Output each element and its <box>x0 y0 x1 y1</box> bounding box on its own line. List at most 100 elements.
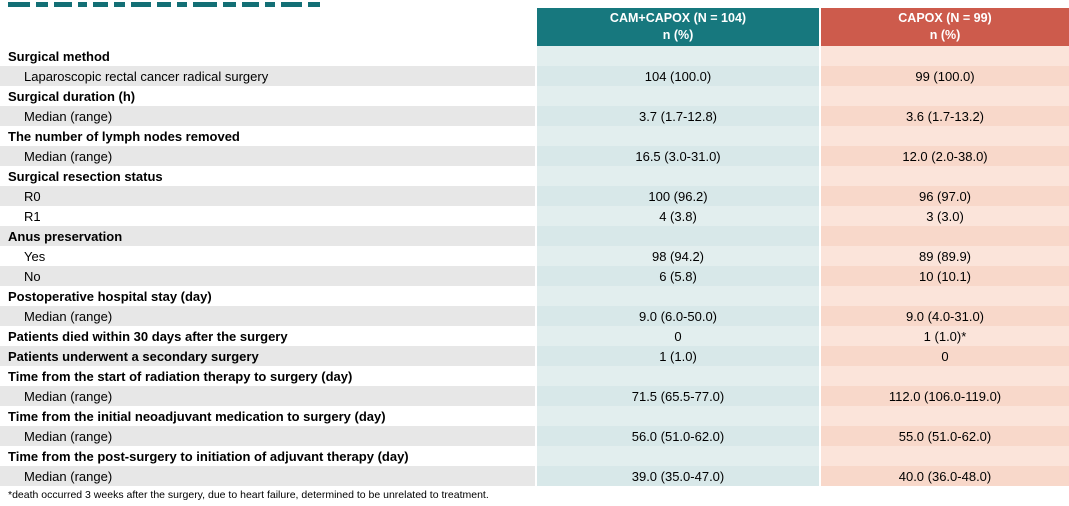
row-value-capox: 3.6 (1.7-13.2) <box>819 106 1069 126</box>
row-label: Median (range) <box>0 466 535 486</box>
row-value-capox <box>819 46 1069 66</box>
row-value-capox: 0 <box>819 346 1069 366</box>
row-value-cam-capox: 9.0 (6.0-50.0) <box>535 306 819 326</box>
row-value-cam-capox <box>535 226 819 246</box>
table-row: Patients underwent a secondary surgery 1… <box>0 346 1069 366</box>
table-row: Time from the start of radiation therapy… <box>0 366 1069 386</box>
row-label: Median (range) <box>0 106 535 126</box>
row-label: Patients died within 30 days after the s… <box>0 326 535 346</box>
table-row: Yes 98 (94.2) 89 (89.9) <box>0 246 1069 266</box>
row-value-cam-capox: 39.0 (35.0-47.0) <box>535 466 819 486</box>
row-label: Yes <box>0 246 535 266</box>
header-cam-capox: CAM+CAPOX (N = 104) n (%) <box>535 8 819 46</box>
row-value-cam-capox: 71.5 (65.5-77.0) <box>535 386 819 406</box>
table-header: CAM+CAPOX (N = 104) n (%) CAPOX (N = 99)… <box>0 8 1069 46</box>
row-value-capox: 99 (100.0) <box>819 66 1069 86</box>
row-value-capox <box>819 226 1069 246</box>
row-value-cam-capox <box>535 406 819 426</box>
row-value-cam-capox: 3.7 (1.7-12.8) <box>535 106 819 126</box>
table-row: R1 4 (3.8) 3 (3.0) <box>0 206 1069 226</box>
row-value-cam-capox: 0 <box>535 326 819 346</box>
header-cam-capox-subtitle: n (%) <box>662 28 694 42</box>
header-spacer <box>0 8 535 46</box>
table-row: Surgical resection status <box>0 166 1069 186</box>
row-value-capox: 55.0 (51.0-62.0) <box>819 426 1069 446</box>
table-row: Patients died within 30 days after the s… <box>0 326 1069 346</box>
row-value-cam-capox <box>535 46 819 66</box>
row-value-cam-capox: 98 (94.2) <box>535 246 819 266</box>
heading-fragment-mark <box>281 2 302 7</box>
heading-fragment-mark <box>157 2 171 7</box>
row-value-cam-capox: 56.0 (51.0-62.0) <box>535 426 819 446</box>
row-label: Time from the initial neoadjuvant medica… <box>0 406 535 426</box>
row-label: Surgical method <box>0 46 535 66</box>
heading-fragment-mark <box>78 2 87 7</box>
row-value-capox: 12.0 (2.0-38.0) <box>819 146 1069 166</box>
row-value-capox: 112.0 (106.0-119.0) <box>819 386 1069 406</box>
table-footnote: *death occurred 3 weeks after the surger… <box>8 489 489 501</box>
row-value-capox <box>819 446 1069 466</box>
row-value-capox <box>819 286 1069 306</box>
row-label: Laparoscopic rectal cancer radical surge… <box>0 66 535 86</box>
row-value-capox <box>819 406 1069 426</box>
row-label: Postoperative hospital stay (day) <box>0 286 535 306</box>
heading-fragment-mark <box>242 2 259 7</box>
row-value-cam-capox: 104 (100.0) <box>535 66 819 86</box>
heading-fragment-mark <box>36 2 48 7</box>
row-label: R0 <box>0 186 535 206</box>
table-row: R0 100 (96.2) 96 (97.0) <box>0 186 1069 206</box>
heading-fragment-mark <box>223 2 236 7</box>
row-value-cam-capox: 1 (1.0) <box>535 346 819 366</box>
row-value-capox: 10 (10.1) <box>819 266 1069 286</box>
row-value-cam-capox <box>535 446 819 466</box>
row-value-cam-capox <box>535 166 819 186</box>
row-label: Time from the start of radiation therapy… <box>0 366 535 386</box>
row-label: Surgical resection status <box>0 166 535 186</box>
row-label: Median (range) <box>0 146 535 166</box>
row-value-capox: 9.0 (4.0-31.0) <box>819 306 1069 326</box>
row-value-capox: 3 (3.0) <box>819 206 1069 226</box>
table-row: Laparoscopic rectal cancer radical surge… <box>0 66 1069 86</box>
row-value-capox: 1 (1.0)* <box>819 326 1069 346</box>
table-row: Median (range) 3.7 (1.7-12.8) 3.6 (1.7-1… <box>0 106 1069 126</box>
table-row: Time from the post-surgery to initiation… <box>0 446 1069 466</box>
table-row: No 6 (5.8) 10 (10.1) <box>0 266 1069 286</box>
row-value-cam-capox <box>535 126 819 146</box>
table-row: Surgical duration (h) <box>0 86 1069 106</box>
row-value-capox: 89 (89.9) <box>819 246 1069 266</box>
row-label: Median (range) <box>0 426 535 446</box>
row-value-capox <box>819 366 1069 386</box>
heading-fragment-mark <box>114 2 125 7</box>
row-label: R1 <box>0 206 535 226</box>
table-row: Anus preservation <box>0 226 1069 246</box>
row-value-cam-capox: 6 (5.8) <box>535 266 819 286</box>
row-value-capox: 40.0 (36.0-48.0) <box>819 466 1069 486</box>
outcomes-table: CAM+CAPOX (N = 104) n (%) CAPOX (N = 99)… <box>0 8 1069 486</box>
heading-fragment-mark <box>93 2 108 7</box>
row-value-capox <box>819 166 1069 186</box>
row-value-cam-capox: 16.5 (3.0-31.0) <box>535 146 819 166</box>
row-label: Patients underwent a secondary surgery <box>0 346 535 366</box>
row-label: Surgical duration (h) <box>0 86 535 106</box>
row-value-capox: 96 (97.0) <box>819 186 1069 206</box>
row-value-cam-capox: 100 (96.2) <box>535 186 819 206</box>
table-row: Median (range) 39.0 (35.0-47.0) 40.0 (36… <box>0 466 1069 486</box>
header-cam-capox-title: CAM+CAPOX (N = 104) <box>609 11 747 25</box>
header-capox: CAPOX (N = 99) n (%) <box>819 8 1069 46</box>
heading-fragment-mark <box>265 2 275 7</box>
header-capox-subtitle: n (%) <box>929 28 961 42</box>
clipped-heading-fragment <box>8 0 320 7</box>
table-row: Median (range) 9.0 (6.0-50.0) 9.0 (4.0-3… <box>0 306 1069 326</box>
table-body: Surgical method Laparoscopic rectal canc… <box>0 46 1069 486</box>
row-label: Time from the post-surgery to initiation… <box>0 446 535 466</box>
row-value-cam-capox: 4 (3.8) <box>535 206 819 226</box>
table-row: Postoperative hospital stay (day) <box>0 286 1069 306</box>
header-capox-title: CAPOX (N = 99) <box>898 11 992 25</box>
table-row: Median (range) 56.0 (51.0-62.0) 55.0 (51… <box>0 426 1069 446</box>
row-label: Anus preservation <box>0 226 535 246</box>
row-value-capox <box>819 86 1069 106</box>
heading-fragment-mark <box>8 2 30 7</box>
table-row: Median (range) 71.5 (65.5-77.0) 112.0 (1… <box>0 386 1069 406</box>
table-row: Median (range) 16.5 (3.0-31.0) 12.0 (2.0… <box>0 146 1069 166</box>
